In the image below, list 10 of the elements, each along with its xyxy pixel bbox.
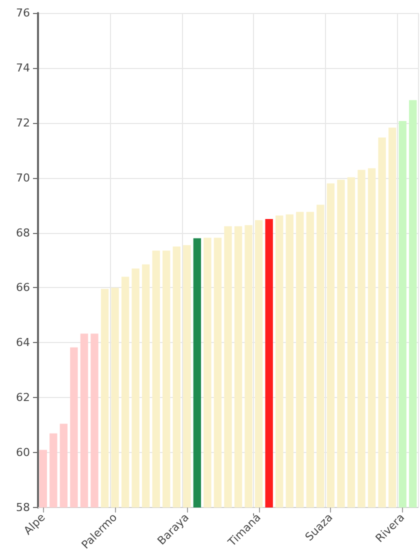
y-tick-label: 60: [16, 446, 30, 460]
y-tick-label: 74: [16, 61, 30, 74]
y-tick-label: 66: [16, 281, 30, 294]
y-tick-label: 58: [16, 501, 30, 514]
y-tick-label: 72: [16, 116, 30, 130]
y-tick-label: 76: [16, 6, 30, 20]
y-tick-label: 70: [16, 171, 30, 184]
y-tick-label: 68: [16, 226, 30, 240]
y-tick-label: 64: [16, 336, 30, 350]
y-tick-label: 62: [16, 391, 30, 404]
